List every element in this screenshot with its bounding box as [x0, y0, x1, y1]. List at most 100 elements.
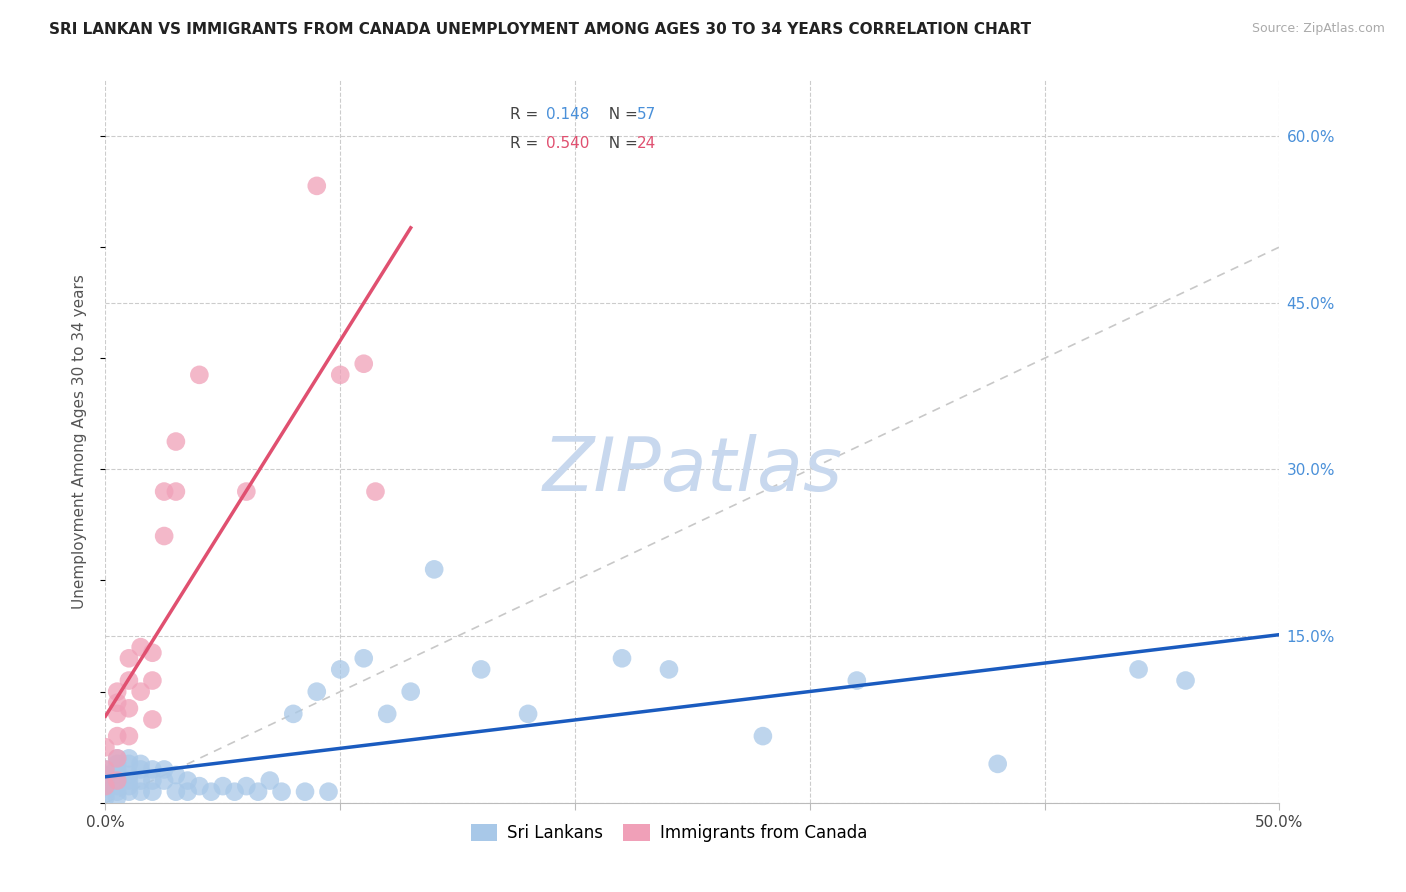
Point: [105, 763, 128, 777]
Point: [353, 651, 375, 665]
Point: [270, 785, 292, 799]
Point: [105, 790, 128, 805]
Point: [129, 763, 152, 777]
Point: [141, 646, 163, 660]
Point: [94, 740, 117, 755]
Text: N =: N =: [599, 136, 643, 152]
Point: [399, 684, 422, 698]
Point: [129, 785, 152, 799]
Point: [118, 773, 141, 788]
Point: [118, 729, 141, 743]
Point: [118, 768, 141, 782]
Point: [105, 779, 128, 793]
Point: [118, 779, 141, 793]
Point: [211, 779, 233, 793]
Point: [141, 763, 163, 777]
Point: [118, 651, 141, 665]
Point: [364, 484, 387, 499]
Point: [176, 785, 198, 799]
Point: [94, 763, 117, 777]
Point: [94, 773, 117, 788]
Text: ZIPatlas: ZIPatlas: [543, 434, 842, 507]
Point: [294, 785, 316, 799]
Point: [105, 751, 128, 765]
Point: [1128, 662, 1150, 676]
Point: [94, 779, 117, 793]
Point: [259, 773, 281, 788]
Text: Source: ZipAtlas.com: Source: ZipAtlas.com: [1251, 22, 1385, 36]
Point: [235, 484, 257, 499]
Point: [423, 562, 446, 576]
Point: [1174, 673, 1197, 688]
Point: [165, 484, 187, 499]
Point: [165, 785, 187, 799]
Point: [200, 785, 222, 799]
Point: [94, 790, 117, 805]
Point: [141, 773, 163, 788]
Point: [224, 785, 246, 799]
Point: [283, 706, 305, 721]
Point: [129, 756, 152, 771]
Text: R =: R =: [510, 136, 544, 152]
Point: [105, 773, 128, 788]
Point: [752, 729, 775, 743]
Text: SRI LANKAN VS IMMIGRANTS FROM CANADA UNEMPLOYMENT AMONG AGES 30 TO 34 YEARS CORR: SRI LANKAN VS IMMIGRANTS FROM CANADA UNE…: [49, 22, 1032, 37]
Point: [105, 768, 128, 782]
Point: [105, 696, 128, 710]
Point: [329, 368, 352, 382]
Point: [94, 779, 117, 793]
Point: [118, 751, 141, 765]
Point: [318, 785, 340, 799]
Point: [188, 779, 211, 793]
Point: [305, 684, 328, 698]
Text: 57: 57: [637, 107, 657, 122]
Point: [105, 684, 128, 698]
Text: N =: N =: [599, 107, 643, 122]
Y-axis label: Unemployment Among Ages 30 to 34 years: Unemployment Among Ages 30 to 34 years: [72, 274, 87, 609]
Text: 24: 24: [637, 136, 657, 152]
Point: [141, 673, 163, 688]
Point: [105, 706, 128, 721]
Point: [118, 673, 141, 688]
Point: [176, 773, 198, 788]
Point: [153, 529, 176, 543]
Point: [188, 368, 211, 382]
Point: [375, 706, 398, 721]
Point: [105, 773, 128, 788]
Point: [658, 662, 681, 676]
Legend: Sri Lankans, Immigrants from Canada: Sri Lankans, Immigrants from Canada: [464, 817, 875, 848]
Point: [845, 673, 868, 688]
Point: [153, 773, 176, 788]
Point: [105, 756, 128, 771]
Point: [94, 768, 117, 782]
Point: [353, 357, 375, 371]
Point: [94, 763, 117, 777]
Point: [141, 713, 163, 727]
Point: [129, 684, 152, 698]
Point: [105, 729, 128, 743]
Point: [153, 763, 176, 777]
Point: [165, 768, 187, 782]
Point: [517, 706, 540, 721]
Point: [470, 662, 492, 676]
Point: [235, 779, 257, 793]
Text: 0.148: 0.148: [546, 107, 589, 122]
Point: [305, 178, 328, 193]
Point: [105, 751, 128, 765]
Point: [153, 484, 176, 499]
Point: [118, 756, 141, 771]
Point: [105, 785, 128, 799]
Point: [987, 756, 1010, 771]
Point: [329, 662, 352, 676]
Point: [118, 701, 141, 715]
Point: [247, 785, 270, 799]
Text: R =: R =: [510, 107, 544, 122]
Point: [129, 640, 152, 655]
Text: 0.540: 0.540: [546, 136, 589, 152]
Point: [118, 785, 141, 799]
Point: [141, 785, 163, 799]
Point: [610, 651, 633, 665]
Point: [129, 773, 152, 788]
Point: [94, 785, 117, 799]
Point: [165, 434, 187, 449]
